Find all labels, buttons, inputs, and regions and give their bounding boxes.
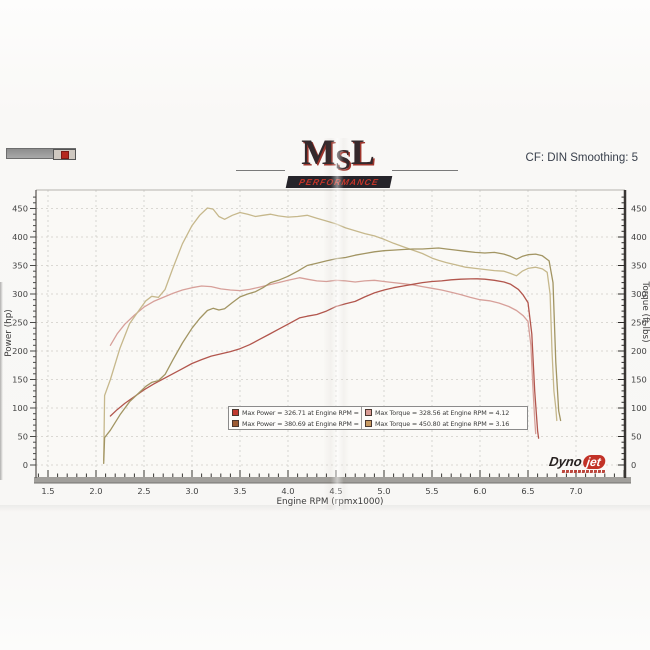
y-tick-label-right: 0 xyxy=(631,460,636,470)
y-tick-label-left: 50 xyxy=(17,431,28,441)
legend-label: Max Torque = 450.80 at Engine RPM = 3.16 xyxy=(375,419,510,428)
legend-swatch-icon xyxy=(365,409,372,416)
y-tick-label-left: 0 xyxy=(23,460,28,470)
legend-swatch-icon xyxy=(232,409,239,416)
msl-logo: MSL xyxy=(283,132,393,175)
x-tick-label: 6.5 xyxy=(521,486,534,496)
logo-letter: S xyxy=(335,145,351,176)
y-tick-label-left: 400 xyxy=(12,232,28,242)
top-scrollbar-thumb[interactable] xyxy=(53,149,76,160)
y-tick-label-left: 150 xyxy=(12,374,28,384)
dynojet-logo: Dyno jet xyxy=(548,454,609,473)
y-tick-label-right: 350 xyxy=(631,260,647,270)
dynojet-text: Dyno xyxy=(548,454,583,469)
y-tick-label-right: 100 xyxy=(631,403,647,413)
y-tick-label-left: 350 xyxy=(12,260,28,270)
plot-area xyxy=(36,190,625,478)
y-tick-label-right: 300 xyxy=(631,289,647,299)
smoothing-label: CF: DIN Smoothing: 5 xyxy=(525,152,638,164)
x-tick-label: 3.0 xyxy=(185,486,198,496)
logo-letter: L xyxy=(350,132,375,172)
dynojet-jet-badge: jet xyxy=(581,455,606,469)
legend-entry: Max Power = 326.71 at Engine RPM = 5.97 xyxy=(229,407,361,418)
x-tick-label: 4.0 xyxy=(281,486,294,496)
series-power-run2 xyxy=(103,247,562,464)
y-tick-label-left: 250 xyxy=(12,317,28,327)
y-axis-title-left: Power (hp) xyxy=(4,309,14,356)
legend-label: Max Power = 380.69 at Engine RPM = 5.57 xyxy=(242,419,361,428)
legend-entry: Max Power = 380.69 at Engine RPM = 5.57 xyxy=(229,418,361,429)
series-torque-run1 xyxy=(109,277,537,435)
x-tick-label: 2.0 xyxy=(89,486,102,496)
x-tick-label: 5.5 xyxy=(425,486,438,496)
x-tick-label: 3.5 xyxy=(233,486,246,496)
y-tick-label-right: 450 xyxy=(631,203,647,213)
x-tick-label: 2.5 xyxy=(137,486,150,496)
x-tick-label: 5.0 xyxy=(377,486,390,496)
photo-edge-shadow xyxy=(0,282,3,480)
y-tick-label-right: 50 xyxy=(631,431,642,441)
x-axis-bar xyxy=(34,477,631,483)
y-tick-label-right: 150 xyxy=(631,374,647,384)
dynojet-strip-icon xyxy=(561,470,607,473)
x-tick-label: 6.0 xyxy=(473,486,486,496)
legend-label: Max Power = 326.71 at Engine RPM = 5.97 xyxy=(242,408,361,417)
logo-rule-left xyxy=(236,170,285,171)
legend-swatch-icon xyxy=(365,420,372,427)
y-tick-label-left: 200 xyxy=(12,346,28,356)
y-tick-label-left: 100 xyxy=(12,403,28,413)
x-tick-label: 1.5 xyxy=(41,486,54,496)
y-tick-label-left: 450 xyxy=(12,203,28,213)
series-torque-run2 xyxy=(103,207,558,462)
legend-label: Max Torque = 328.56 at Engine RPM = 4.12 xyxy=(375,408,510,417)
x-tick-label: 7.0 xyxy=(569,486,582,496)
legend-entry: Max Torque = 450.80 at Engine RPM = 3.16 xyxy=(361,418,527,429)
y-tick-label-right: 200 xyxy=(631,346,647,356)
y-tick-label-left: 300 xyxy=(12,289,28,299)
logo-letter: M xyxy=(301,132,336,172)
y-tick-label-right: 400 xyxy=(631,232,647,242)
legend-swatch-icon xyxy=(232,420,239,427)
logo-rule-right xyxy=(392,170,458,171)
series-power-run1 xyxy=(109,278,540,439)
y-axis-title-right: Torque (ft-lbs) xyxy=(640,280,650,342)
top-scrollbar-track[interactable] xyxy=(6,148,76,160)
page-bottom-shadow xyxy=(0,505,650,512)
y-tick-label-right: 250 xyxy=(631,317,647,327)
legend-entry: Max Torque = 328.56 at Engine RPM = 4.12 xyxy=(361,407,527,418)
x-axis-title: Engine RPM (rpmx1000) xyxy=(277,497,384,507)
red-marker-icon xyxy=(60,150,69,159)
x-tick-label: 4.5 xyxy=(329,486,342,496)
chart-legend: Max Power = 326.71 at Engine RPM = 5.97 M… xyxy=(228,406,528,430)
